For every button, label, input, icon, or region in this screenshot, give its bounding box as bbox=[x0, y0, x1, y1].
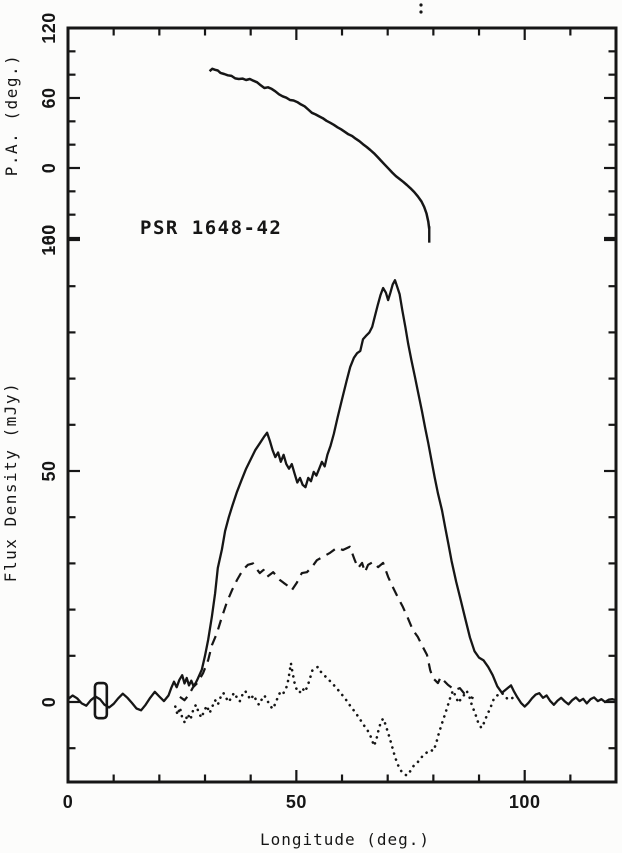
flux-axis-label: Flux Density (mJy) bbox=[1, 382, 20, 582]
y-tick-label: 100 bbox=[39, 224, 59, 256]
resolution-box bbox=[93, 681, 109, 720]
curve-circular-polarization bbox=[174, 661, 518, 777]
curves-layer bbox=[67, 67, 617, 777]
y-tick-label: 0 bbox=[39, 697, 59, 708]
y-tick-label: 120 bbox=[39, 12, 59, 44]
x-tick-label: 50 bbox=[286, 792, 307, 812]
scan-artifact bbox=[419, 3, 423, 14]
x-axis-label: Longitude (deg.) bbox=[260, 830, 430, 849]
x-tick-label: 100 bbox=[509, 792, 541, 812]
x-tick-label: 0 bbox=[63, 792, 74, 812]
curve-linear-polarization bbox=[179, 545, 474, 702]
pa-axis-label: P.A. (deg.) bbox=[2, 54, 21, 176]
plot-frame bbox=[66, 26, 618, 784]
y-tick-label: 60 bbox=[39, 87, 59, 108]
y-tick-label: -60 bbox=[39, 224, 59, 252]
axes-frame-layer bbox=[66, 26, 618, 784]
curve-position-angle bbox=[208, 67, 431, 229]
y-tick-label: 50 bbox=[39, 460, 59, 481]
y-tick-label: 0 bbox=[39, 163, 59, 174]
curve-total-intensity bbox=[67, 279, 617, 712]
pulsar-name-label: PSR 1648-42 bbox=[140, 217, 282, 239]
